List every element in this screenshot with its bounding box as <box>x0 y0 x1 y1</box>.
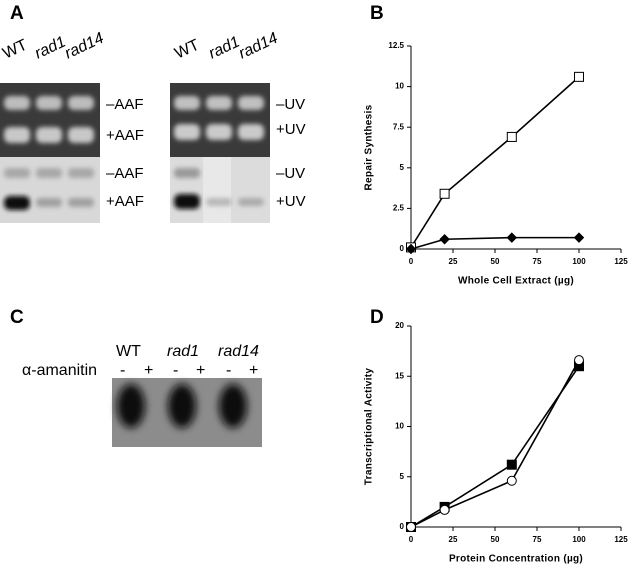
x-tick-label: 100 <box>572 257 586 266</box>
row-label: +UV <box>276 193 306 210</box>
x-tick-label: 75 <box>533 257 542 266</box>
x-tick-label: 125 <box>614 257 628 266</box>
treatment-label: α-amanitin <box>22 362 97 379</box>
panel-label: D <box>370 307 384 328</box>
row-label: –UV <box>276 96 305 113</box>
x-tick-label: 50 <box>491 257 500 266</box>
y-tick-label: 0 <box>400 244 405 253</box>
marker <box>573 232 585 243</box>
x-tick-label: 25 <box>449 257 458 266</box>
lane-label: rad1 <box>167 343 199 360</box>
x-tick-label: 100 <box>572 535 586 544</box>
y-tick-label: 5 <box>400 472 405 481</box>
panel-label: A <box>10 3 24 24</box>
x-tick-label: 0 <box>409 535 414 544</box>
lane-label: WT <box>172 36 202 62</box>
row-label: –UV <box>276 165 305 182</box>
sign: + <box>196 362 205 379</box>
gel-uv <box>170 83 270 223</box>
marker <box>406 522 416 532</box>
x-axis-label: Protein Concentration (µg) <box>449 554 583 565</box>
lane-label: WT <box>0 36 30 62</box>
y-tick-label: 5 <box>400 163 405 172</box>
marker <box>506 232 518 243</box>
y-tick-label: 10 <box>395 82 404 91</box>
sign: + <box>249 362 258 379</box>
marker <box>506 459 517 470</box>
sign: - <box>120 362 125 379</box>
x-axis-label: Whole Cell Extract (µg) <box>458 276 574 287</box>
y-tick-label: 10 <box>395 422 404 431</box>
sign: - <box>173 362 178 379</box>
marker <box>439 234 450 245</box>
gel-c <box>112 378 262 447</box>
marker <box>574 71 584 82</box>
y-axis-label: Repair Synthesis <box>364 104 375 190</box>
panel-label: B <box>370 3 384 24</box>
sign: + <box>144 362 153 379</box>
y-tick-label: 2.5 <box>393 204 405 213</box>
y-tick-label: 15 <box>395 371 404 380</box>
lane-label: WT <box>116 343 141 360</box>
x-tick-label: 125 <box>614 535 628 544</box>
series-line <box>410 236 579 250</box>
marker <box>439 188 450 199</box>
row-label: –AAF <box>106 165 144 182</box>
lane-label: rad14 <box>62 30 106 63</box>
series-line <box>410 365 580 528</box>
lane-label: rad14 <box>236 30 280 63</box>
x-tick-label: 25 <box>449 535 458 544</box>
row-label: +AAF <box>106 127 144 144</box>
row-label: +AAF <box>106 193 144 210</box>
gel-aaf <box>0 83 100 223</box>
y-tick-label: 12.5 <box>388 41 404 50</box>
marker <box>506 475 517 486</box>
x-tick-label: 0 <box>409 257 414 266</box>
y-tick-label: 0 <box>400 522 405 531</box>
marker <box>506 131 517 142</box>
panel-label: C <box>10 307 24 328</box>
series-line <box>410 76 580 248</box>
series-line <box>410 359 580 528</box>
row-label: –AAF <box>106 96 144 113</box>
sign: - <box>226 362 231 379</box>
x-tick-label: 50 <box>491 535 500 544</box>
y-axis-label: Transcriptional Activity <box>364 368 375 486</box>
marker <box>439 504 450 515</box>
x-tick-label: 75 <box>533 535 542 544</box>
marker <box>405 243 417 255</box>
marker <box>574 355 584 366</box>
lane-label: rad14 <box>218 343 259 360</box>
y-tick-label: 20 <box>395 321 404 330</box>
y-tick-label: 7.5 <box>393 122 405 131</box>
row-label: +UV <box>276 121 306 138</box>
